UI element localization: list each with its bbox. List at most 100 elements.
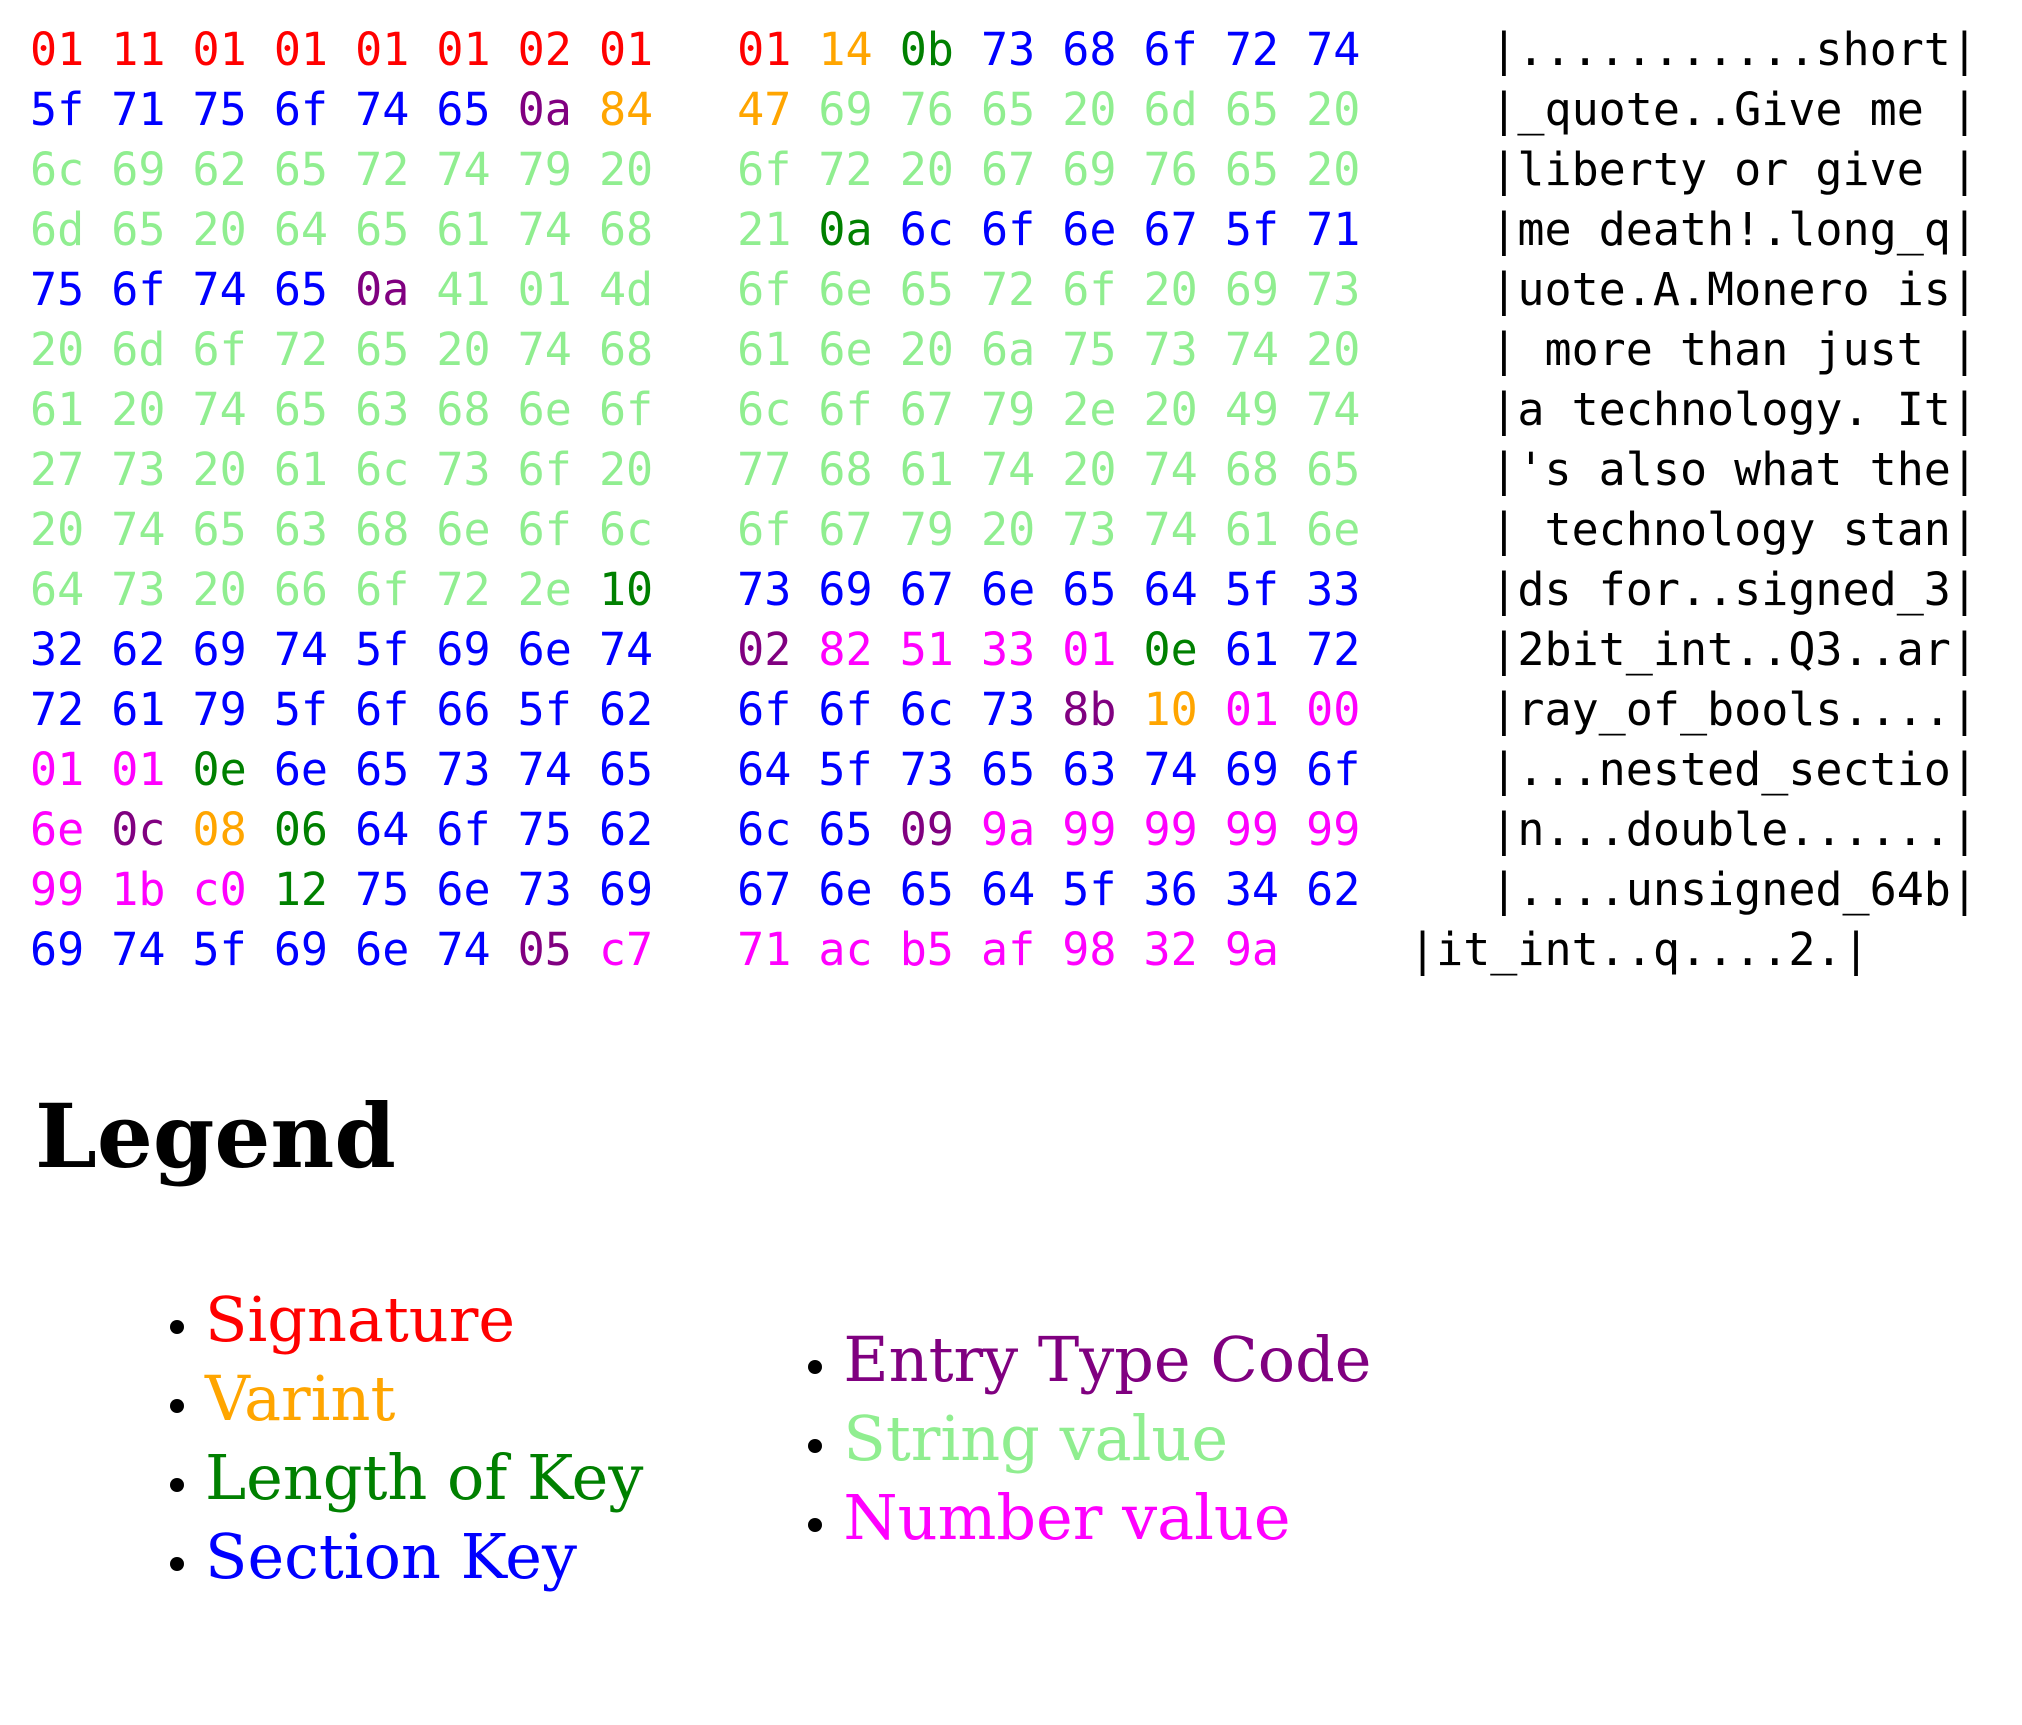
- hex-byte-num: c7: [571, 923, 654, 976]
- hex-byte-str: 79: [872, 503, 954, 556]
- hex-byte-str: 69: [84, 143, 166, 196]
- hex-right-half: 77 68 61 74 20 74 68 65: [737, 443, 1360, 496]
- hex-byte-str: 61: [872, 443, 954, 496]
- hex-byte-num: c0: [165, 863, 247, 916]
- hex-right-half: 02 82 51 33 01 0e 61 72: [737, 623, 1360, 676]
- hex-byte-key: 74: [409, 923, 491, 976]
- hex-byte-str: 20: [1279, 83, 1361, 136]
- hex-byte-key: 6e: [1035, 203, 1117, 256]
- hex-byte-key: 65: [1035, 563, 1117, 616]
- hex-byte-key: 6f: [246, 83, 329, 136]
- hex-right-half: 73 69 67 6e 65 64 5f 33: [737, 563, 1360, 616]
- hex-byte-key: 6c: [872, 683, 954, 736]
- hex-byte-str: 72: [246, 323, 329, 376]
- hex-byte-len: 0a: [791, 203, 873, 256]
- legend-item: Varint: [205, 1359, 643, 1438]
- hex-row-9: 20 74 65 63 68 6e 6f 6c 6f 67 79 20 73 74…: [30, 500, 2022, 560]
- hex-byte-key: 75: [490, 803, 572, 856]
- hex-byte-num: 99: [30, 863, 85, 916]
- hex-byte-key: 34: [1197, 863, 1280, 916]
- hex-byte-str: 20: [1035, 83, 1117, 136]
- hex-byte-str: 20: [165, 563, 247, 616]
- hex-byte-str: 72: [953, 263, 1036, 316]
- hex-left-half: 75 6f 74 65 0a 41 01 4d: [30, 263, 653, 316]
- hex-byte-len: 0e: [1116, 623, 1198, 676]
- hex-byte-str: 6f: [328, 563, 410, 616]
- hex-byte-str: 73: [1116, 323, 1198, 376]
- hex-byte-key: 62: [571, 683, 654, 736]
- hex-byte-key: 74: [246, 623, 329, 676]
- hex-byte-key: 74: [490, 743, 572, 796]
- hex-byte-key: 61: [1197, 623, 1280, 676]
- hex-byte-key: 5f: [328, 623, 410, 676]
- hex-byte-key: 62: [84, 623, 166, 676]
- hex-byte-str: 65: [246, 383, 329, 436]
- hex-byte-type: 0c: [84, 803, 166, 856]
- hex-byte-key: 5f: [30, 83, 85, 136]
- hex-byte-str: 27: [30, 443, 85, 496]
- hex-left-half: 01 11 01 01 01 01 02 01: [30, 23, 653, 76]
- hex-byte-str: 6f: [490, 503, 572, 556]
- legend-item: String value: [843, 1399, 1371, 1478]
- hex-byte-key: 5f: [165, 923, 247, 976]
- hex-byte-sig: 01: [571, 23, 654, 76]
- hex-byte-str: 20: [30, 323, 85, 376]
- hex-byte-str: 65: [84, 203, 166, 256]
- hex-byte-key: 6e: [409, 863, 491, 916]
- ascii-text: |uote.A.Monero is|: [1490, 263, 1978, 316]
- hex-byte-key: 69: [165, 623, 247, 676]
- hex-byte-str: 74: [1279, 383, 1361, 436]
- hex-byte-str: 6c: [30, 143, 85, 196]
- hex-byte-key: 61: [84, 683, 166, 736]
- hex-byte-key: 6f: [1279, 743, 1361, 796]
- hex-right-half: 47 69 76 65 20 6d 65 20: [737, 83, 1360, 136]
- hex-byte-key: 65: [246, 263, 329, 316]
- hex-byte-str: 72: [328, 143, 410, 196]
- hex-byte-str: 65: [953, 83, 1036, 136]
- hex-row-14: 6e 0c 08 06 64 6f 75 62 6c 65 09 9a 99 99…: [30, 800, 2022, 860]
- ascii-text: |'s also what the|: [1490, 443, 1978, 496]
- hex-byte-str: 20: [1279, 143, 1361, 196]
- hex-byte-key: 6e: [328, 923, 410, 976]
- hex-left-half: 5f 71 75 6f 74 65 0a 84: [30, 83, 653, 136]
- hex-byte-str: 6c: [328, 443, 410, 496]
- hex-byte-num: 99: [1035, 803, 1117, 856]
- hex-right-half: 6c 65 09 9a 99 99 99 99: [737, 803, 1360, 856]
- hex-row-16: 69 74 5f 69 6e 74 05 c7 71 ac b5 af 98 32…: [30, 920, 2022, 980]
- hex-byte-str: 68: [571, 203, 654, 256]
- hex-row-11: 32 62 69 74 5f 69 6e 74 02 82 51 33 01 0e…: [30, 620, 2022, 680]
- hex-left-half: 27 73 20 61 6c 73 6f 20: [30, 443, 653, 496]
- hex-byte-str: 61: [246, 443, 329, 496]
- hex-byte-str: 01: [490, 263, 572, 316]
- hex-byte-key: 65: [328, 743, 410, 796]
- hex-byte-str: 65: [328, 323, 410, 376]
- hex-byte-str: 49: [1197, 383, 1280, 436]
- ascii-text: |_quote..Give me |: [1490, 83, 1978, 136]
- hex-byte-str: 74: [84, 503, 166, 556]
- hex-byte-str: 74: [1197, 323, 1280, 376]
- hex-byte-str: 61: [409, 203, 491, 256]
- hex-row-2: 5f 71 75 6f 74 65 0a 84 47 69 76 65 20 6d…: [30, 80, 2022, 140]
- hex-byte-str: 62: [165, 143, 247, 196]
- hex-row-1: 01 11 01 01 01 01 02 01 01 14 0b 73 68 6f…: [30, 20, 2022, 80]
- hex-byte-key: 36: [1116, 863, 1198, 916]
- legend-item: Section Key: [205, 1517, 643, 1596]
- hex-byte-str: 6f: [490, 443, 572, 496]
- hex-byte-type: 8b: [1035, 683, 1117, 736]
- hex-byte-num: ac: [791, 923, 873, 976]
- hex-byte-str: 61: [737, 323, 792, 376]
- hex-byte-str: 6d: [30, 203, 85, 256]
- page: 01 11 01 01 01 01 02 01 01 14 0b 73 68 6f…: [0, 0, 2022, 1596]
- hex-byte-key: 64: [737, 743, 792, 796]
- hex-right-half: 71 ac b5 af 98 32 9a: [737, 923, 1279, 976]
- hex-byte-str: 65: [328, 203, 410, 256]
- hex-byte-key: 69: [1197, 743, 1280, 796]
- hex-byte-key: 65: [953, 743, 1036, 796]
- hex-byte-key: 6f: [409, 803, 491, 856]
- hex-left-half: 20 6d 6f 72 65 20 74 68: [30, 323, 653, 376]
- hex-byte-num: b5: [872, 923, 954, 976]
- hex-byte-num: 01: [1197, 683, 1280, 736]
- hex-byte-str: 6e: [490, 383, 572, 436]
- hex-byte-str: 73: [84, 443, 166, 496]
- ascii-text: |...nested_sectio|: [1490, 743, 1978, 796]
